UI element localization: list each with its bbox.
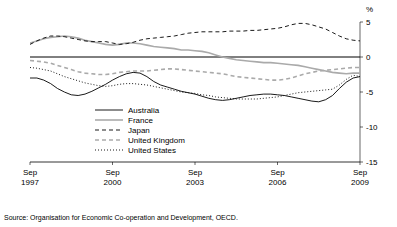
source-note: Source: Organisation for Economic Co-ope… — [4, 214, 238, 222]
zero-line — [30, 57, 360, 58]
y-tick — [360, 92, 363, 93]
y-tick-label: -10 — [366, 123, 378, 132]
legend-label: Japan — [128, 126, 150, 135]
x-tick — [112, 162, 113, 165]
y-tick-label: 0 — [366, 53, 371, 62]
x-tick-label: Sep2003 — [186, 168, 204, 187]
legend-label: United States — [128, 146, 176, 155]
x-tick — [277, 162, 278, 165]
x-tick — [30, 162, 31, 165]
legend-label: Australia — [128, 106, 160, 115]
legend-swatch — [95, 110, 123, 111]
series-line — [30, 36, 360, 74]
y-tick-label: -15 — [366, 158, 378, 167]
legend-swatch — [95, 119, 123, 121]
series-line — [30, 23, 360, 44]
legend-label: France — [128, 116, 153, 125]
chart: 5 0 -5 -10 -15% Sep1997 Sep2000 Sep2003 Sep2006 S… — [0, 0, 397, 227]
y-tick-label: -5 — [366, 88, 374, 97]
x-tick — [195, 162, 196, 165]
y-tick — [360, 162, 363, 163]
x-tick-label: Sep2000 — [104, 168, 122, 187]
x-tick-label: Sep2006 — [269, 168, 287, 187]
legend-label: United Kingdom — [128, 136, 185, 145]
y-axis — [360, 22, 361, 162]
y-axis-label: % — [366, 5, 373, 14]
x-tick-label: Sep2009 — [351, 168, 369, 187]
series-line — [30, 68, 360, 100]
y-tick — [360, 127, 363, 128]
legend-swatch — [95, 150, 123, 151]
plot-lines — [30, 23, 360, 101]
y-tick-label: 5 — [366, 18, 371, 27]
x-tick — [360, 162, 361, 165]
legend-swatch — [95, 139, 123, 141]
series-line — [30, 72, 360, 101]
x-tick-label: Sep1997 — [21, 168, 39, 187]
y-tick — [360, 57, 363, 58]
y-tick — [360, 22, 363, 23]
legend-swatch — [95, 130, 123, 131]
series-line — [30, 61, 360, 81]
